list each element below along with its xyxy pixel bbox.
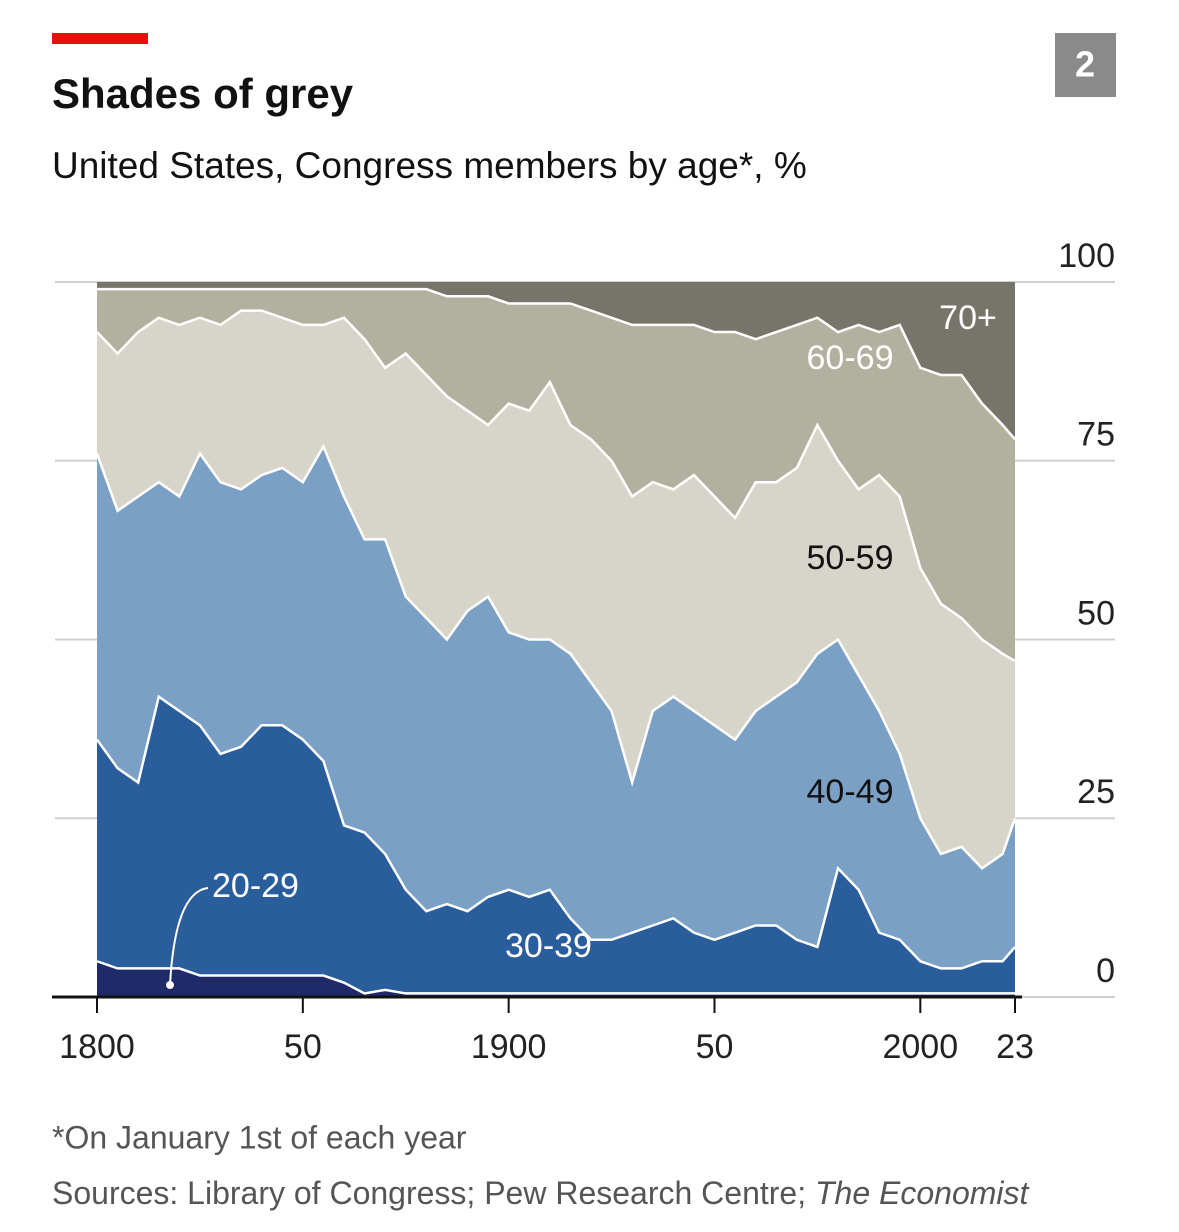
area: [97, 446, 1015, 969]
leader-line: [169, 887, 209, 986]
boundary-line: [96, 960, 1015, 995]
series-label: 30-39: [505, 927, 592, 965]
y-tick-label: 0: [1096, 952, 1115, 990]
chart-title: Shades of grey: [52, 70, 354, 117]
series-label: 70+: [939, 299, 997, 337]
leader-dot: [166, 981, 174, 989]
badge: 2: [1075, 44, 1095, 85]
boundary-line: [97, 287, 1016, 441]
areas: [95, 282, 1017, 997]
labels: 20-29 30-39 40-49 50-59 60-69 70+: [166, 299, 997, 989]
x-tick-label: 2000: [882, 1028, 958, 1066]
y-tick-label: 75: [1077, 416, 1115, 454]
boundary-line: [95, 443, 1017, 870]
area: [97, 282, 1015, 440]
boundary-line: [96, 309, 1016, 663]
chart-subtitle: United States, Congress members by age*,…: [52, 145, 807, 186]
series-label: 60-69: [807, 339, 894, 377]
x-tick-label: 23: [996, 1028, 1034, 1066]
series-label: 50-59: [807, 539, 894, 577]
source-text: Sources: Library of Congress; Pew Resear…: [52, 1175, 806, 1211]
x-tick-label: 50: [696, 1028, 734, 1066]
axis: 0 25 50 75 100 1800 50 1900 50 2000 23: [52, 237, 1115, 1066]
area: [97, 310, 1015, 869]
red-bar: [52, 33, 148, 44]
y-tick-label: 100: [1058, 237, 1115, 275]
footnote: *On January 1st of each year: [52, 1119, 467, 1155]
y-tick-label: 50: [1077, 594, 1115, 632]
y-tick-label: 25: [1077, 773, 1115, 811]
boundary-line: [95, 694, 1016, 970]
x-tick-label: 1900: [471, 1028, 547, 1066]
series-label: 20-29: [212, 867, 299, 905]
x-tick-label: 1800: [59, 1028, 135, 1066]
area: [97, 289, 1015, 661]
badge-box: [1055, 33, 1116, 97]
source: Sources: Library of Congress; Pew Resear…: [52, 1175, 1030, 1211]
area: [97, 961, 1015, 997]
source-italic: The Economist: [815, 1175, 1030, 1211]
x-tick-label: 50: [284, 1028, 322, 1066]
series-label: 40-49: [807, 773, 894, 811]
